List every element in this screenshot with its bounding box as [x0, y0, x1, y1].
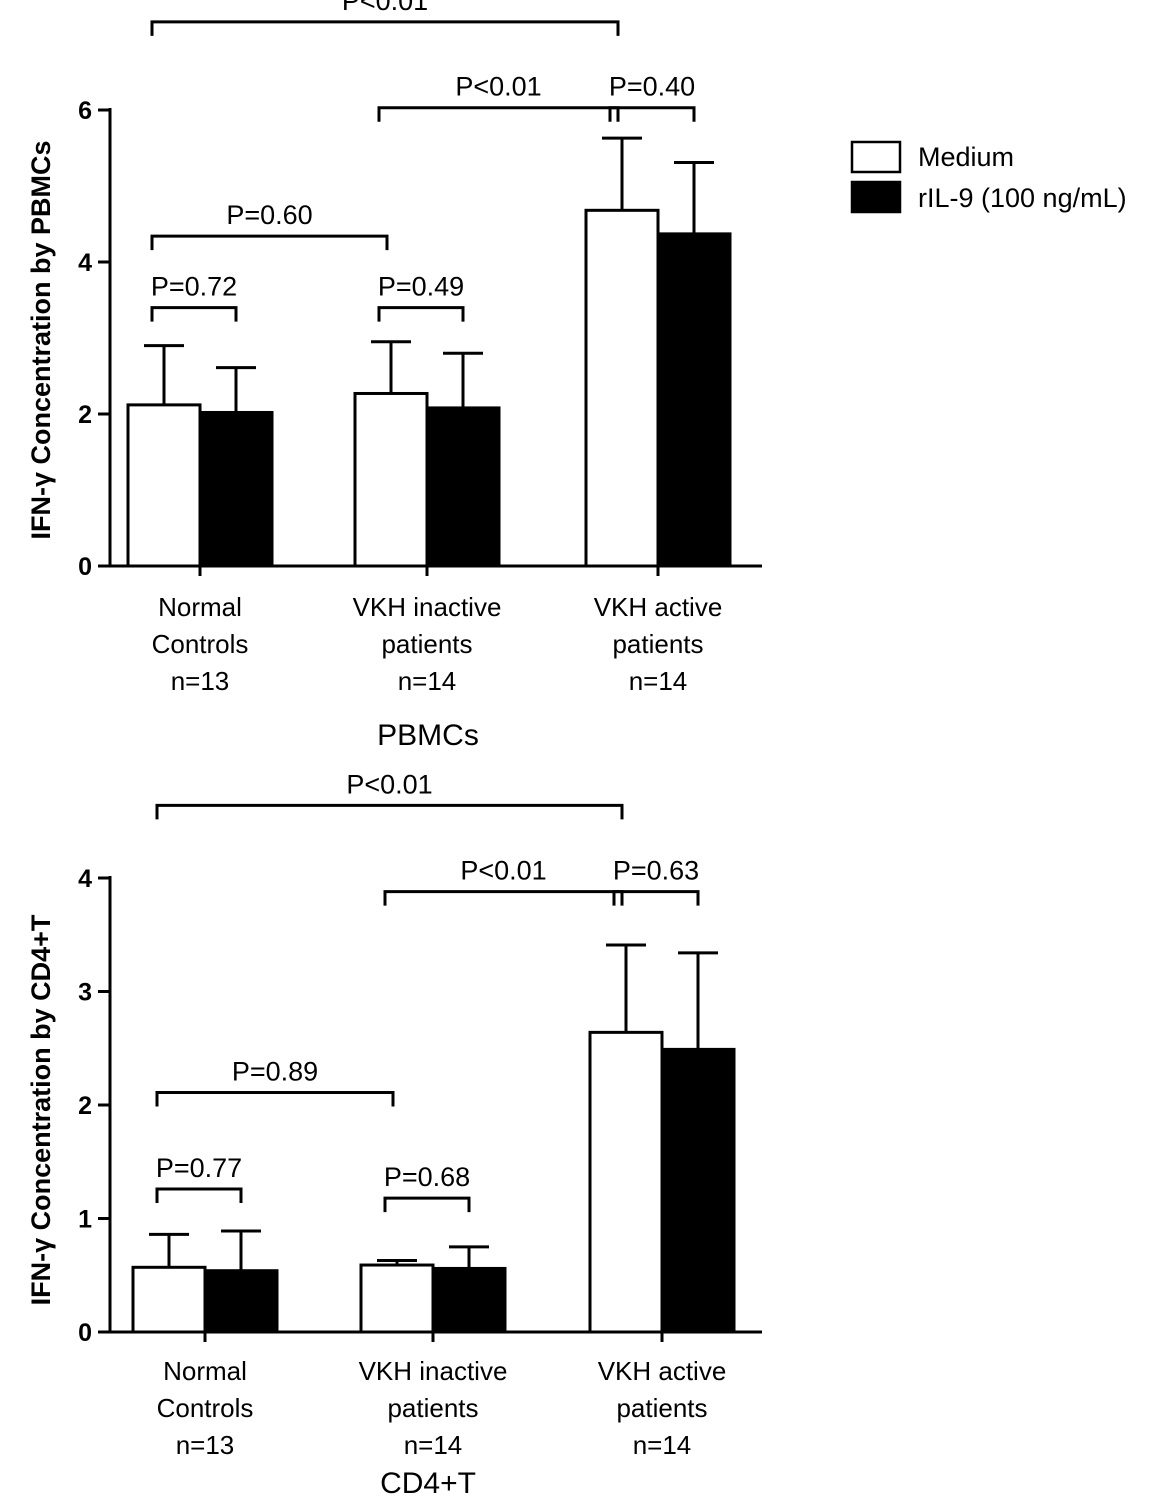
bar-medium: [359, 1263, 435, 1334]
p-value-label: P<0.01: [455, 72, 541, 102]
y-tick-label: 4: [78, 865, 92, 893]
category-label: VKH inactive: [353, 592, 502, 622]
y-tick-label: 1: [78, 1206, 92, 1234]
category-label: n=13: [171, 666, 230, 696]
bar-ril9: [431, 1266, 507, 1334]
category-label: Normal: [158, 592, 242, 622]
legend-swatch-medium: [850, 140, 902, 174]
y-axis-title: IFN-γ Concentration by CD4+T: [26, 914, 56, 1305]
y-tick-label: 2: [78, 401, 92, 429]
category-label: VKH active: [598, 1356, 727, 1386]
bar-medium: [584, 208, 660, 568]
bar-medium: [353, 391, 429, 568]
significance-bracket: [150, 234, 389, 251]
y-tick-label: 6: [78, 97, 92, 125]
category-label: n=14: [633, 1430, 692, 1460]
significance-bracket: [150, 306, 238, 322]
bar-medium: [588, 1030, 664, 1334]
y-tick-label: 0: [78, 553, 92, 581]
p-value-label: P<0.01: [460, 856, 546, 886]
bar-medium: [126, 403, 202, 568]
p-value-label: P=0.49: [378, 272, 464, 302]
significance-bracket: [155, 1091, 395, 1107]
x-axis-title: PBMCs: [377, 719, 479, 752]
y-tick-label: 0: [78, 1319, 92, 1347]
category-label: patients: [381, 629, 472, 659]
category-label: n=14: [404, 1430, 463, 1460]
p-value-label: P=0.68: [384, 1162, 470, 1192]
category-label: n=14: [398, 666, 457, 696]
significance-bracket: [612, 890, 700, 906]
y-tick-label: 3: [78, 979, 92, 1007]
category-label: patients: [612, 629, 703, 659]
legend-label-medium: Medium: [918, 142, 1014, 172]
bar-ril9: [660, 1047, 736, 1334]
bar-ril9: [425, 406, 501, 568]
category-label: n=13: [176, 1430, 235, 1460]
p-value-label: P=0.63: [613, 856, 699, 886]
p-value-label: P=0.89: [232, 1057, 318, 1087]
significance-bracket: [150, 20, 620, 36]
p-value-label: P=0.72: [151, 272, 237, 302]
category-label: n=14: [629, 666, 688, 696]
bar-ril9: [656, 232, 732, 568]
p-value-label: P<0.01: [342, 0, 428, 16]
significance-bracket: [155, 1187, 243, 1203]
significance-bracket: [608, 106, 696, 122]
p-value-label: P=0.60: [226, 200, 312, 230]
category-label: VKH inactive: [359, 1356, 508, 1386]
y-axis-title: IFN-γ Concentration by PBMCs: [26, 140, 56, 539]
p-value-label: P<0.01: [346, 769, 432, 799]
legend-swatch-ril9: [850, 180, 902, 214]
significance-bracket: [383, 890, 624, 906]
bar-medium: [131, 1265, 207, 1334]
p-value-label: P=0.77: [156, 1153, 242, 1183]
category-label: Normal: [163, 1356, 247, 1386]
significance-bracket: [155, 803, 624, 820]
chart-cd4t: 0 1 2 3 4 IFN-γ Concentration by CD4+T Normal C…: [26, 769, 762, 1500]
legend-label-ril9: rIL-9 (100 ng/mL): [918, 183, 1127, 213]
y-tick-label: 4: [78, 249, 92, 277]
legend: Medium rIL-9 (100 ng/mL): [850, 140, 1127, 214]
category-label: VKH active: [594, 592, 723, 622]
chart-pbmcs: 0 2 4 6 IFN-γ Concentration by PBMCs Normal Co…: [26, 0, 762, 752]
y-tick-label: 2: [78, 1092, 92, 1120]
x-axis-title: CD4+T: [380, 1467, 476, 1500]
bar-ril9: [203, 1269, 279, 1334]
significance-bracket: [383, 1196, 471, 1213]
category-label: patients: [387, 1393, 478, 1423]
significance-bracket: [377, 306, 465, 322]
bar-ril9: [198, 410, 274, 568]
p-value-label: P=0.40: [609, 72, 695, 102]
significance-bracket: [377, 106, 620, 122]
category-label: patients: [616, 1393, 707, 1423]
category-label: Controls: [157, 1393, 254, 1423]
category-label: Controls: [152, 629, 249, 659]
